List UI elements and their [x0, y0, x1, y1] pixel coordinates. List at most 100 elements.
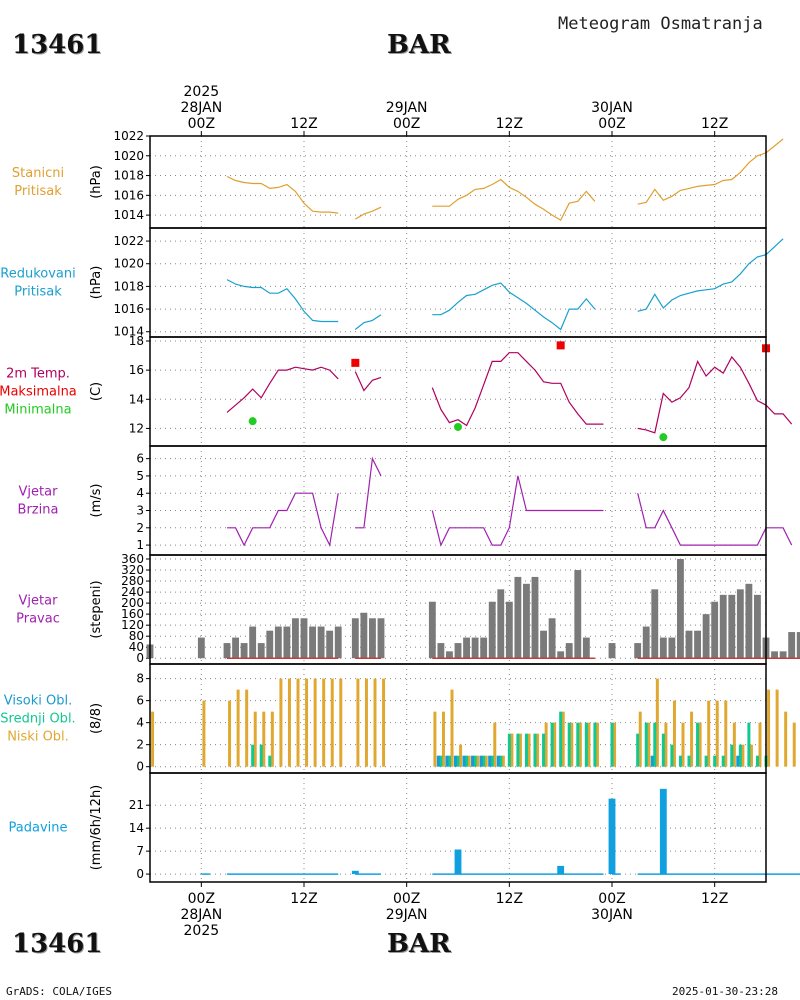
timestamp-text: 2025-01-30-23:28 [672, 985, 778, 998]
clouds-bar [527, 733, 531, 767]
precipitation-bar [351, 870, 359, 875]
wind_direction-bar [454, 643, 462, 659]
clouds-bar [767, 689, 771, 767]
clouds-bar [499, 755, 503, 767]
wind_direction-bar [642, 626, 650, 659]
panel-frame [149, 227, 767, 338]
clouds-bar [465, 755, 469, 767]
tmin-marker [454, 422, 462, 431]
precipitation-bar [557, 865, 565, 875]
variable-label: Stanicni [12, 166, 64, 181]
unit-label: (C) [89, 382, 104, 401]
y-tick-label: 1014 [113, 325, 144, 339]
y-tick-label: 12 [129, 421, 144, 435]
top-time-label: 12Z [290, 116, 317, 132]
clouds-bar [758, 722, 762, 767]
clouds-bar [664, 722, 668, 767]
station-name-top: BAR [387, 30, 451, 60]
y-tick-label: 40 [129, 640, 144, 654]
variable-label: Brzina [18, 503, 59, 518]
y-tick-label: 2 [136, 521, 144, 535]
variable-label: Visoki Obl. [4, 694, 72, 709]
wind_direction-bar [711, 601, 719, 659]
y-tick-label: 1018 [113, 279, 144, 293]
clouds-bar [755, 755, 759, 767]
wind_direction-bar [540, 630, 547, 659]
clouds-bar [732, 722, 736, 767]
precipitation-bar [608, 798, 616, 875]
bottom-time-label: 00Z [188, 891, 215, 907]
clouds-bar [715, 700, 719, 767]
bottom-time-label: 12Z [290, 891, 317, 907]
clouds-bar [439, 755, 443, 767]
wind_direction-bar [788, 632, 796, 659]
clouds-bar [638, 711, 642, 767]
clouds-bar [259, 744, 263, 767]
wind_direction-bar [523, 583, 530, 659]
variable-label: Pritisak [14, 285, 62, 300]
top-time-label: 12Z [701, 116, 728, 132]
wind_direction-bar [266, 630, 274, 659]
wind_direction-bar [565, 643, 573, 659]
wind_direction-bar [685, 630, 693, 659]
clouds-bar [510, 733, 514, 767]
clouds-bar [550, 722, 554, 767]
wind_direction-bar [582, 637, 590, 659]
temperature-line [431, 352, 604, 427]
y-tick-label: 0 [136, 867, 144, 881]
clouds-bar [436, 755, 440, 767]
clouds-bar [313, 678, 317, 767]
wind_direction-bar [651, 589, 659, 659]
clouds-bar [245, 689, 249, 767]
variable-label: Pritisak [14, 184, 62, 199]
variable-label: Vjetar [19, 594, 59, 609]
wind_direction-bar [471, 637, 479, 659]
y-tick-label: 360 [121, 552, 144, 566]
variable-label: Vjetar [19, 485, 59, 500]
clouds-bar [518, 733, 522, 767]
bottom-time-label: 00Z [393, 891, 420, 907]
y-tick-label: 3 [136, 504, 144, 518]
clouds-bar [584, 722, 588, 767]
clouds-bar [544, 722, 548, 767]
top-time-label: 00Z [188, 116, 215, 132]
bottom-time-label: 12Z [701, 891, 728, 907]
bottom-time-label: 2025 [184, 923, 220, 939]
wind_direction-bar [283, 626, 291, 659]
top-time-label: 00Z [393, 116, 420, 132]
clouds-bar [713, 755, 717, 767]
unit-label: (stepeni) [89, 580, 104, 638]
wind_direction-bar [754, 594, 761, 659]
clouds-bar [678, 755, 682, 767]
clouds-bar [650, 755, 654, 767]
clouds-bar [447, 755, 451, 767]
clouds-bar [296, 678, 300, 767]
y-tick-label: 1016 [113, 302, 144, 316]
reduced_pressure-line [432, 282, 596, 331]
clouds-bar [655, 678, 659, 767]
wind_speed-line [637, 493, 793, 546]
clouds-bar [698, 722, 702, 767]
clouds-bar [561, 711, 565, 767]
wind_direction-bar [548, 618, 556, 659]
wind_speed-line [431, 475, 604, 547]
y-tick-label: 280 [121, 574, 144, 588]
y-tick-label: 5 [136, 469, 144, 483]
clouds-bar [792, 722, 796, 767]
clouds-bar [747, 722, 751, 767]
y-tick-label: 4 [136, 486, 144, 500]
variable-label: 2m Temp. [6, 367, 70, 382]
wind_speed-line [227, 492, 339, 548]
variable-label: Minimalna [4, 403, 71, 418]
y-tick-label: 200 [121, 596, 144, 610]
temperature-line [637, 355, 793, 434]
tmin-marker [248, 417, 257, 426]
clouds-bar [536, 733, 540, 767]
clouds-bar [593, 722, 597, 767]
bottom-time-label: 12Z [496, 891, 523, 907]
clouds-bar [576, 722, 580, 767]
wind_direction-bar [232, 637, 239, 659]
y-tick-label: 0 [136, 651, 144, 665]
clouds-bar [467, 755, 471, 767]
top-time-label: 29JAN [386, 100, 428, 116]
